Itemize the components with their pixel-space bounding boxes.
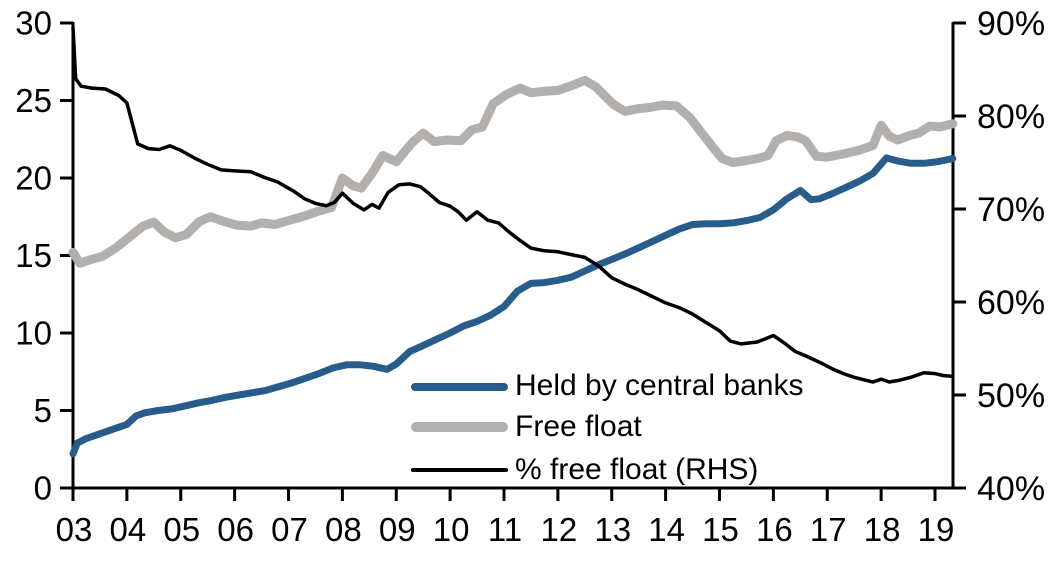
y-right-tick-label: 70% <box>977 191 1045 229</box>
legend-swatch-held-by-central-banks-icon <box>411 383 508 391</box>
y-right-tick-label: 40% <box>977 470 1045 508</box>
y-left-tick-label: 10 <box>15 315 52 352</box>
series-line-2 <box>71 25 955 384</box>
legend-swatch-pct-free-float-icon <box>411 468 508 472</box>
x-tick-label: 06 <box>217 511 254 548</box>
x-tick-label: 11 <box>488 511 522 548</box>
legend-label-free-float: Free float <box>515 410 642 443</box>
x-tick-label: 16 <box>756 511 793 548</box>
x-tick-label: 10 <box>433 511 470 548</box>
y-left-tick-label: 5 <box>34 392 52 429</box>
series-line-0 <box>69 154 957 458</box>
series-line-1 <box>68 75 958 268</box>
y-left-tick-label: 30 <box>15 5 52 42</box>
y-left-tick-label: 25 <box>15 82 52 119</box>
y-right-tick-label: 60% <box>977 284 1045 322</box>
x-tick-label: 14 <box>648 511 685 548</box>
x-tick-label: 04 <box>110 511 147 548</box>
x-tick-label: 19 <box>918 511 955 548</box>
x-tick-label: 17 <box>810 511 847 548</box>
x-tick-label: 05 <box>163 511 200 548</box>
legend-swatch-free-float-icon <box>411 422 508 432</box>
x-tick-label: 13 <box>594 511 631 548</box>
legend-label-pct-free-float: % free float (RHS) <box>515 453 759 486</box>
x-tick-label: 12 <box>541 511 578 548</box>
x-tick-label: 07 <box>271 511 308 548</box>
x-tick-label: 08 <box>325 511 362 548</box>
x-tick-label: 09 <box>379 511 416 548</box>
y-right-tick-label: 90% <box>977 5 1045 43</box>
y-left-tick-label: 15 <box>15 237 52 274</box>
y-left-tick-label: 20 <box>15 160 52 197</box>
x-tick-label: 18 <box>864 511 901 548</box>
legend-label-held-by-central-banks: Held by central banks <box>515 369 804 402</box>
y-right-tick-label: 80% <box>977 98 1045 136</box>
x-tick-label: 15 <box>702 511 739 548</box>
y-left-tick-label: 0 <box>34 470 52 507</box>
x-tick-label: 03 <box>56 511 93 548</box>
y-right-tick-label: 50% <box>977 377 1045 415</box>
